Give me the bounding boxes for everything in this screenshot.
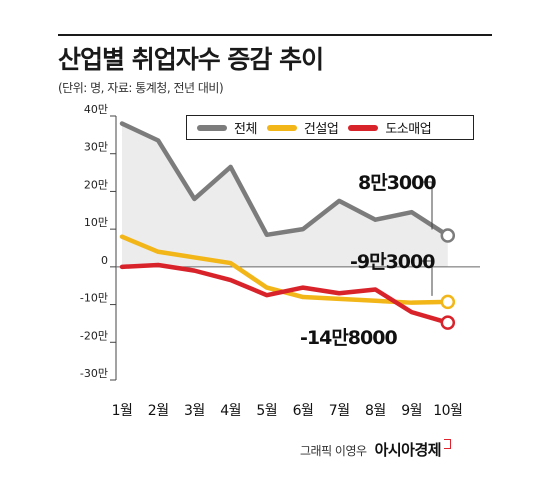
wholesale-end-marker [440,315,456,330]
x-tick-label: 5월 [256,403,277,419]
total-line [119,121,451,238]
wholesale-line [119,262,451,325]
y-tick-label: -30만 [80,367,108,380]
x-tick-label: 3월 [184,403,205,419]
chart-title: 산업별 취업자수 증감 추이 [58,45,324,74]
legend-item-construction: 건설업 [266,118,339,137]
credit-text: 그래픽 이영우 [300,444,367,458]
legend: 전체 건설업 도소매업 [186,115,474,140]
wholesale-end-label: -14만8000 [300,327,397,349]
legend-label-wholesale: 도소매업 [385,122,432,137]
y-tick-label: 0 [101,254,108,267]
x-tick-label: 7월 [329,403,350,419]
legend-label-total: 전체 [234,122,257,137]
y-tick-label: 30만 [84,141,108,154]
x-tick-label: 9월 [401,403,422,419]
legend-item-wholesale: 도소매업 [348,118,432,137]
y-tick-label: 40만 [84,103,108,116]
x-tick-label: 10월 [433,403,462,419]
x-tick-label: 1월 [112,403,133,419]
construction-end-label-connector [420,260,433,296]
total-end-label-connector [420,181,433,230]
legend-label-construction: 건설업 [303,122,339,137]
y-tick-label: -20만 [80,329,108,342]
top-rule [58,34,492,36]
legend-swatch-construction [266,124,297,131]
y-tick-label: 20만 [84,178,108,191]
x-tick-label: 8월 [365,403,386,419]
legend-swatch-total [197,124,227,131]
brand-mark-icon [444,439,452,449]
brand-logo: 아시아경제 [374,441,442,459]
total-end-marker [440,228,456,243]
x-tick-label: 2월 [148,403,169,419]
total-end-label: 8만3000 [358,172,436,194]
legend-swatch-wholesale [348,124,379,131]
x-tick-label: 6월 [293,403,314,419]
y-tick-label: -10만 [80,292,108,305]
construction-end-marker [440,294,456,310]
x-tick-label: 4월 [220,403,241,419]
construction-end-label: -9만3000 [350,251,435,273]
legend-item-total: 전체 [197,118,257,137]
y-tick-label: 10만 [84,216,108,229]
credit: 그래픽 이영우 아시아경제 [300,439,452,460]
total-area-fill [122,123,448,267]
chart-subtitle: (단위: 명, 자료: 통계청, 전년 대비) [58,81,224,95]
